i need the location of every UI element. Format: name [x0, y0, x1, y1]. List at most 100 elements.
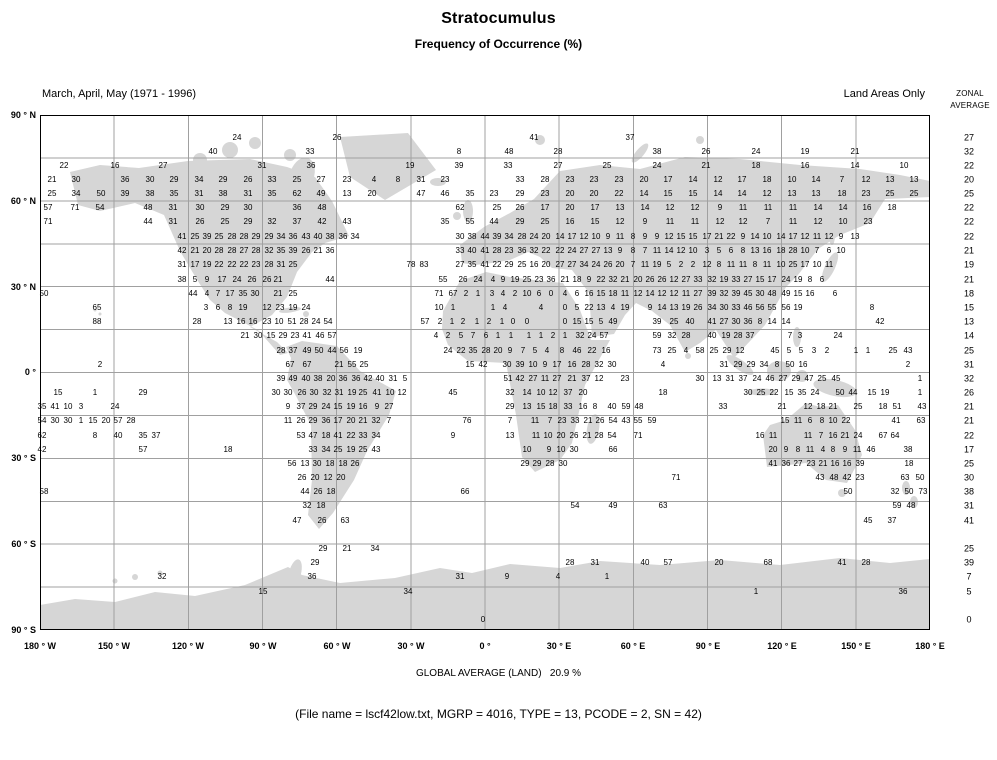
- lat-tick-label: 60 ° N: [10, 196, 36, 206]
- grid-value: 22: [492, 260, 502, 269]
- grid-value: 56: [781, 303, 791, 312]
- grid-value: 4: [610, 303, 616, 312]
- grid-value: 22: [59, 161, 69, 170]
- grid-value: 29: [520, 459, 530, 468]
- grid-value: 33: [455, 246, 465, 255]
- grid-value: 11: [762, 260, 772, 269]
- grid-value: 12: [548, 388, 558, 397]
- grid-value: 1: [92, 388, 98, 397]
- grid-value: 12: [262, 303, 272, 312]
- grid-value: 14: [813, 203, 823, 212]
- grid-value: 17: [190, 260, 200, 269]
- grid-value: 19: [800, 147, 810, 156]
- grid-value: 40: [301, 374, 311, 383]
- grid-value: 12: [397, 388, 407, 397]
- grid-value: 46: [866, 445, 876, 454]
- zonal-average-value: 26: [963, 387, 975, 398]
- grid-value: 38: [325, 232, 335, 241]
- grid-value: 27: [681, 275, 691, 284]
- grid-value: 19: [719, 275, 729, 284]
- grid-value: 32: [575, 331, 585, 340]
- grid-value: 11: [681, 289, 691, 298]
- grid-value: 20: [565, 189, 575, 198]
- grid-value: 24: [810, 388, 820, 397]
- grid-value: 23: [440, 175, 450, 184]
- grid-value: 30: [71, 175, 81, 184]
- grid-value: 32: [157, 572, 167, 581]
- grid-value: 35: [267, 189, 277, 198]
- grid-value: 8: [807, 275, 813, 284]
- zonal-average-value: 14: [963, 330, 975, 341]
- grid-value: 26: [332, 133, 342, 142]
- grid-value: 35: [465, 189, 475, 198]
- grid-value: 40: [375, 374, 385, 383]
- grid-value: 11: [283, 416, 293, 425]
- grid-value: 12: [800, 232, 810, 241]
- grid-value: 28: [788, 246, 798, 255]
- grid-value: 17: [552, 360, 562, 369]
- grid-value: 16: [529, 260, 539, 269]
- grid-value: 16: [601, 346, 611, 355]
- grid-value: 1: [853, 346, 859, 355]
- grid-value: 41: [480, 246, 490, 255]
- grid-value: 41: [529, 133, 539, 142]
- grid-value: 40: [313, 232, 323, 241]
- grid-value: 23: [589, 175, 599, 184]
- grid-value: 20: [493, 346, 503, 355]
- grid-value: 25: [288, 289, 298, 298]
- grid-value: 15: [676, 232, 686, 241]
- grid-value: 17: [217, 275, 227, 284]
- grid-value: 30: [250, 289, 260, 298]
- grid-value: 51: [892, 402, 902, 411]
- grid-value: 26: [301, 246, 311, 255]
- grid-value: 29: [169, 175, 179, 184]
- britain-island: [463, 200, 473, 222]
- grid-value: 26: [195, 217, 205, 226]
- grid-value: 37: [745, 331, 755, 340]
- zonal-average-value: 39: [963, 557, 975, 568]
- grid-value: 38: [903, 445, 913, 454]
- grid-value: 50: [904, 487, 914, 496]
- grid-value: 18: [223, 445, 233, 454]
- grid-value: 11: [652, 246, 662, 255]
- grid-value: 21: [583, 416, 593, 425]
- grid-value: 10: [800, 246, 810, 255]
- grid-value: 36: [307, 572, 317, 581]
- grid-value: 33: [731, 303, 741, 312]
- grid-value: 15: [536, 402, 546, 411]
- grid-value: 16: [236, 317, 246, 326]
- zonal-average-value: 20: [963, 174, 975, 185]
- grid-value: 9: [500, 275, 506, 284]
- grid-value: 36: [325, 246, 335, 255]
- south-america-landmass: [286, 341, 396, 529]
- grid-value: 3: [78, 402, 84, 411]
- grid-value: 30: [253, 331, 263, 340]
- grid-value: 57: [420, 317, 430, 326]
- grid-value: 13: [300, 459, 310, 468]
- grid-value: 20: [589, 189, 599, 198]
- grid-value: 33: [305, 147, 315, 156]
- grid-value: 0: [480, 615, 486, 624]
- graticule-gridlines: [40, 115, 930, 630]
- grid-value: 25: [214, 232, 224, 241]
- grid-value: 5: [716, 246, 722, 255]
- grid-value: 41: [768, 459, 778, 468]
- grid-value: 4: [490, 275, 496, 284]
- grid-value: 33: [515, 175, 525, 184]
- zonal-average-value: 15: [963, 302, 975, 313]
- grid-value: 8: [630, 232, 636, 241]
- grid-value: 19: [346, 402, 356, 411]
- grid-value: 17: [663, 175, 673, 184]
- grid-value: 13: [603, 246, 613, 255]
- grid-value: 11: [824, 260, 834, 269]
- grid-value: 13: [522, 402, 532, 411]
- grid-value: 4: [660, 360, 666, 369]
- sakhalin-island: [829, 225, 835, 245]
- grid-value: 56: [755, 303, 765, 312]
- grid-value: 12: [323, 473, 333, 482]
- grid-value: 30: [455, 232, 465, 241]
- hawaii-island: [98, 312, 102, 316]
- grid-value: 10: [434, 303, 444, 312]
- grid-value: 24: [853, 431, 863, 440]
- grid-value: 1: [538, 331, 544, 340]
